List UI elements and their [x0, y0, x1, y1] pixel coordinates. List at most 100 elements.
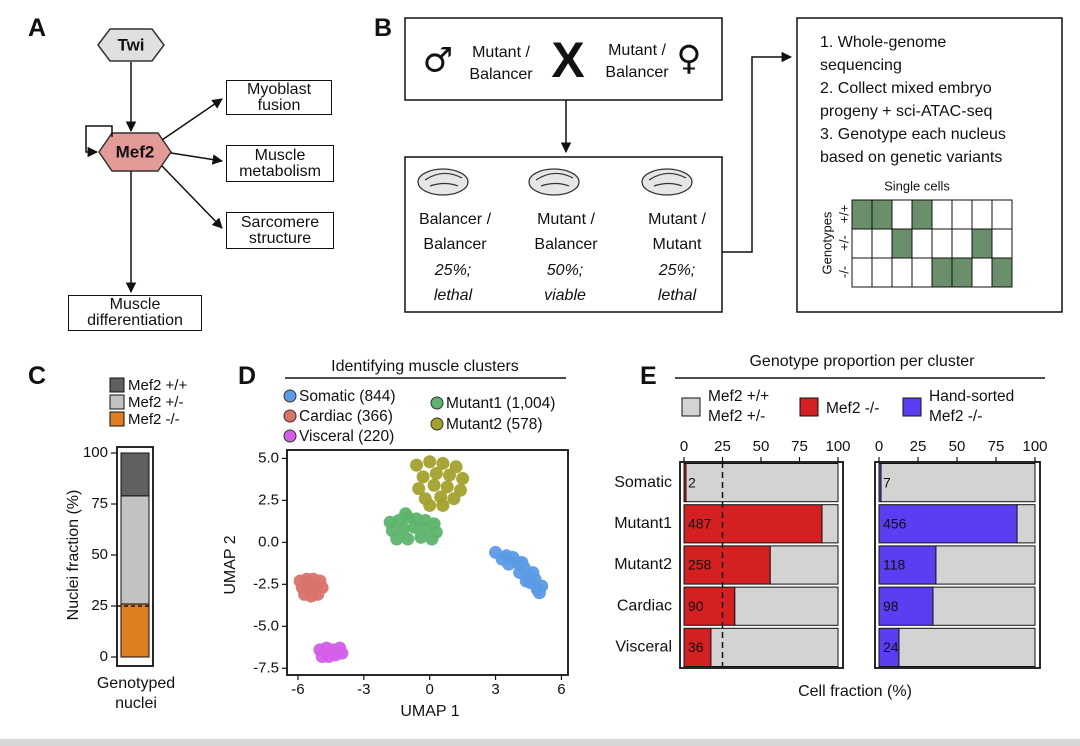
y-tick-label: -2.5 — [253, 575, 279, 592]
count-label: 487 — [688, 516, 712, 532]
grid-cell — [911, 257, 933, 288]
chart-title: Identifying muscle clusters — [331, 358, 519, 375]
y-tick-label: 5.0 — [258, 449, 279, 466]
embryos — [417, 168, 693, 196]
grid-cell — [971, 257, 993, 288]
x-tick-label: 3 — [491, 681, 499, 698]
y-tick-label: 0 — [100, 648, 108, 665]
point — [423, 455, 437, 469]
bar-segment — [683, 627, 712, 667]
y-axis-label: UMAP 2 — [222, 535, 239, 594]
legend-label: Mutant2 (578) — [446, 416, 543, 433]
sex-symbol: ♀ — [677, 39, 702, 79]
point — [436, 456, 450, 470]
grid-cell — [871, 257, 893, 288]
bar-segment — [683, 586, 736, 626]
target-box: Muscle differentiation — [68, 295, 202, 331]
panel-label: C — [28, 362, 47, 390]
count-label: 456 — [883, 516, 907, 532]
x-tick-label: 25 — [714, 438, 731, 455]
bar-segment — [683, 504, 823, 544]
count-label: 2 — [688, 474, 696, 490]
point — [515, 556, 529, 569]
bar-segment — [120, 452, 150, 497]
point — [407, 520, 421, 534]
point — [390, 532, 404, 546]
bar-segment — [120, 603, 150, 658]
x-tick-label: 50 — [753, 438, 770, 455]
grid-cell — [931, 228, 953, 259]
legend-marker — [430, 417, 444, 431]
grid-cell — [991, 228, 1013, 259]
bar-segment — [878, 586, 934, 626]
progeny-genotype: Mutant / Mutant — [648, 211, 706, 253]
legend-label: Visceral (220) — [299, 428, 394, 445]
y-category-label: Mutant1 — [614, 515, 672, 532]
bar-segment — [120, 495, 150, 605]
x-tick-label: 0 — [680, 438, 688, 455]
y-category-label: Mutant2 — [614, 556, 672, 573]
parent-label: Mutant / Balancer — [605, 42, 669, 81]
grid-cell — [931, 199, 953, 230]
chart-title: Genotype proportion per cluster — [749, 353, 975, 370]
progeny-outcome: 25%; lethal — [433, 262, 473, 304]
count-label: 98 — [883, 598, 899, 614]
grid-cell — [951, 228, 973, 259]
y-category-label: Somatic — [614, 474, 672, 491]
grid-cell — [911, 199, 933, 230]
target-box: Myoblast fusion — [226, 80, 332, 115]
x-axis-label: Cell fraction (%) — [798, 683, 912, 700]
y-tick-label: -5.0 — [253, 617, 279, 634]
x-tick-label: 25 — [910, 438, 927, 455]
grid-cell — [911, 228, 933, 259]
workflow-step: 1. Whole-genome sequencing — [820, 34, 947, 74]
bar-segment — [685, 463, 839, 503]
bar-segment — [878, 504, 1018, 544]
point — [425, 532, 439, 546]
y-tick-label: 100 — [83, 444, 108, 461]
point — [401, 532, 415, 546]
bar-segment — [935, 545, 1036, 585]
x-tick-label: 6 — [557, 681, 565, 698]
grid-cell — [991, 199, 1013, 230]
grid-cell — [891, 199, 913, 230]
count-label: 24 — [883, 639, 899, 655]
panel-label: A — [28, 14, 47, 42]
bar-segment — [932, 586, 1036, 626]
point — [495, 552, 509, 566]
grid-row-label: +/- — [836, 235, 851, 251]
grid-axis: Genotypes — [819, 211, 834, 274]
grid-cell — [951, 199, 973, 230]
panel-label: D — [238, 362, 257, 390]
grid-cell — [971, 228, 993, 259]
legend-swatch — [799, 397, 819, 417]
legend-marker — [283, 389, 297, 403]
legend-swatch — [681, 397, 701, 417]
grid-cell — [851, 257, 873, 288]
y-category-label: Cardiac — [617, 597, 672, 614]
legend-label: Mef2 -/- — [128, 411, 180, 428]
plot-frame — [286, 449, 569, 676]
point — [414, 530, 428, 544]
plot-frame — [116, 446, 154, 667]
count-label: 90 — [688, 598, 704, 614]
grid-row-label: +/+ — [836, 205, 851, 224]
y-tick-label: 2.5 — [258, 491, 279, 508]
node-label: Mef2 — [116, 142, 155, 161]
point — [440, 480, 454, 494]
legend-label: Mef2 +/+ Mef2 +/- — [708, 388, 770, 425]
x-axis-label: UMAP 1 — [400, 703, 459, 720]
legend-label: Cardiac (366) — [299, 408, 393, 425]
point — [436, 498, 450, 512]
point — [532, 586, 546, 600]
x-tick-label: 75 — [791, 438, 808, 455]
legend-label: Hand-sorted Mef2 -/- — [929, 388, 1015, 425]
point — [429, 467, 443, 481]
target-box: Sarcomere structure — [226, 212, 334, 249]
y-axis-label: Nuclei fraction (%) — [65, 490, 82, 621]
x-tick-label: 100 — [1022, 438, 1047, 455]
legend-marker — [283, 429, 297, 443]
legend-swatch — [109, 411, 125, 427]
progeny-outcome: 50%; viable — [544, 262, 586, 304]
